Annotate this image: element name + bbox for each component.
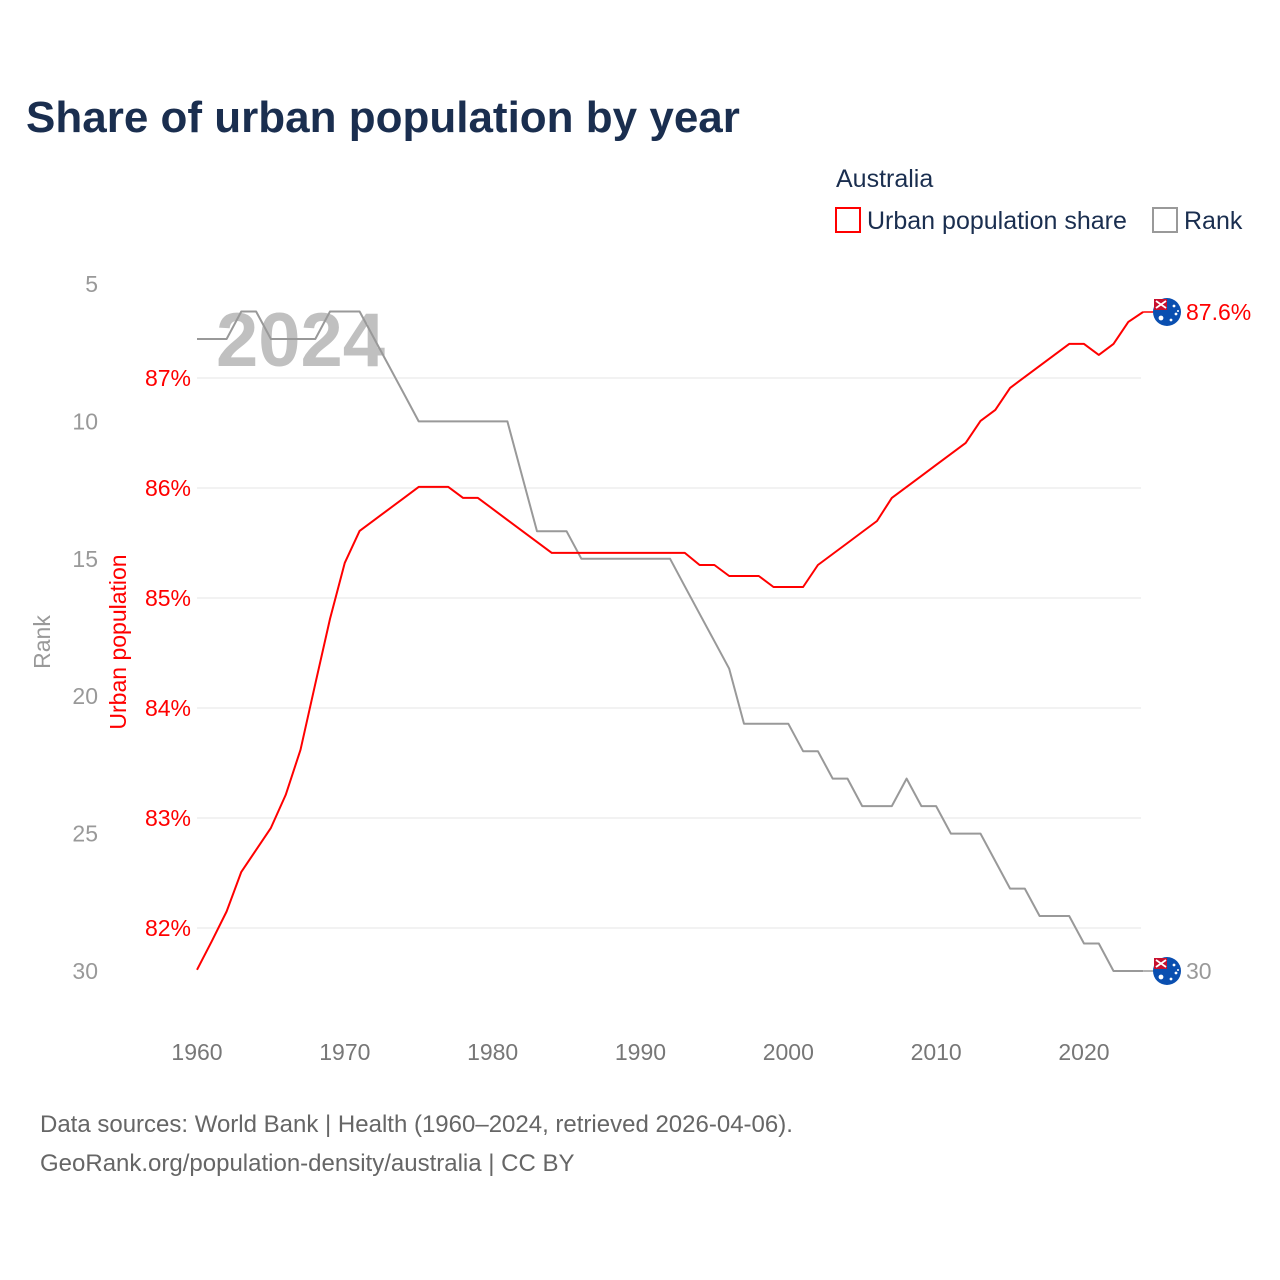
urban-axis-title: Urban population — [105, 554, 131, 729]
pct-tick-label: 82% — [145, 915, 191, 941]
pct-tick-label: 84% — [145, 695, 191, 721]
australia-flag-icon — [1153, 957, 1181, 985]
flag-star — [1158, 315, 1164, 321]
flag-star — [1169, 977, 1173, 981]
rank-tick-label: 25 — [72, 821, 98, 847]
x-tick-label: 1980 — [467, 1039, 518, 1065]
axis-ticks: 82% 83% 84% 85% 86% 87% 5 10 15 20 25 30 1960 1970 198… — [72, 271, 1109, 1065]
legend-label-urban: Urban population share — [867, 207, 1127, 235]
legend: Australia Urban population share Rank — [835, 165, 1243, 235]
rank-line — [197, 310, 1144, 972]
chart-title: Share of urban population by year — [26, 93, 740, 142]
flag-star — [1174, 971, 1178, 975]
x-tick-label: 2020 — [1058, 1039, 1109, 1065]
x-tick-label: 1960 — [171, 1039, 222, 1065]
series-lines — [196, 310, 1144, 972]
urban-share-line — [196, 311, 1144, 971]
flag-star — [1174, 312, 1178, 316]
x-tick-label: 2010 — [911, 1039, 962, 1065]
pct-tick-label: 86% — [145, 475, 191, 501]
flag-star — [1172, 963, 1176, 967]
legend-label-rank: Rank — [1184, 207, 1243, 235]
end-markers: 30 87.6% — [1143, 298, 1251, 985]
rank-tick-label: 20 — [72, 683, 98, 709]
rank-tick-label: 30 — [72, 958, 98, 984]
x-tick-label: 1990 — [615, 1039, 666, 1065]
pct-tick-label: 87% — [145, 365, 191, 391]
flag-star — [1169, 318, 1173, 322]
legend-swatch-urban — [835, 207, 861, 233]
legend-item-rank[interactable]: Rank — [1152, 207, 1243, 235]
urban-share-end-label: 87.6% — [1186, 299, 1251, 325]
rank-end-label: 30 — [1186, 958, 1212, 984]
x-tick-label: 2000 — [763, 1039, 814, 1065]
legend-swatch-rank — [1152, 207, 1178, 233]
x-tick-label: 1970 — [319, 1039, 370, 1065]
pct-tick-label: 83% — [145, 805, 191, 831]
rank-axis-title: Rank — [29, 615, 55, 669]
australia-flag-icon — [1153, 298, 1181, 326]
flag-star — [1177, 310, 1179, 312]
rank-tick-label: 5 — [85, 271, 98, 297]
rank-tick-label: 15 — [72, 546, 98, 572]
flag-cross — [1155, 300, 1167, 309]
flag-cross — [1155, 959, 1167, 968]
rank-tick-label: 10 — [72, 408, 98, 434]
flag-star — [1172, 304, 1176, 308]
footer-sources: Data sources: World Bank | Health (1960–… — [40, 1111, 793, 1138]
legend-title: Australia — [836, 165, 933, 193]
gridlines — [197, 377, 1141, 929]
flag-star — [1177, 969, 1179, 971]
flag-star — [1158, 974, 1164, 980]
pct-tick-label: 85% — [145, 585, 191, 611]
legend-item-urban[interactable]: Urban population share — [835, 207, 1127, 235]
footer-attribution[interactable]: GeoRank.org/population-density/australia… — [40, 1150, 575, 1177]
